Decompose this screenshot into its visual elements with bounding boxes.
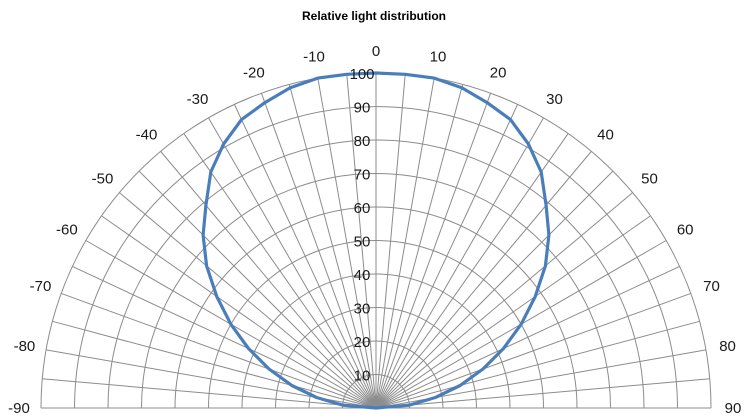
grid-spoke: [375, 104, 519, 409]
grid-spoke: [208, 117, 377, 409]
grid-spoke: [375, 84, 464, 409]
angle-tick-label: 20: [490, 65, 507, 82]
label-layer: -90 -80 -70 -60 -50 -40 -30 -20 -10 0 10 20 30 40 50 60…: [8, 43, 741, 417]
grid-spoke: [260, 93, 377, 409]
angle-tick-label: -20: [243, 65, 265, 82]
grid-spoke: [101, 215, 377, 409]
grid-spoke: [375, 378, 710, 409]
grid-spoke: [375, 151, 592, 409]
angle-tick-label: 60: [677, 222, 694, 239]
angle-tick-label: -90: [8, 400, 30, 417]
grid-spoke: [52, 320, 377, 409]
radial-tick-label: 40: [354, 267, 371, 284]
grid-spoke: [317, 78, 377, 409]
grid-spoke: [42, 378, 377, 409]
angle-tick-label: -60: [56, 222, 78, 239]
radial-tick-label: 100: [349, 66, 374, 83]
grid-spoke: [375, 292, 691, 409]
angle-tick-label: 50: [641, 171, 658, 188]
grid-spoke: [160, 151, 377, 409]
grid-spoke: [375, 192, 633, 409]
grid-spoke: [375, 265, 680, 409]
grid-spoke: [375, 93, 492, 409]
series-layer: [201, 71, 551, 410]
radial-tick-label: 10: [354, 368, 371, 385]
radial-tick-label: 20: [354, 334, 371, 351]
grid-spoke: [288, 84, 377, 409]
radial-tick-label: 80: [354, 133, 371, 150]
angle-tick-label: 0: [372, 43, 380, 60]
angle-tick-label: 30: [546, 91, 563, 108]
grid-spoke: [375, 320, 700, 409]
grid-spoke: [375, 117, 544, 409]
radial-tick-label: 70: [354, 167, 371, 184]
radial-tick-label: 90: [354, 100, 371, 117]
radial-tick-label: 60: [354, 200, 371, 217]
grid-spoke: [119, 192, 377, 409]
grid-spoke: [375, 78, 435, 409]
angle-tick-label: 40: [597, 127, 614, 144]
grid-spoke: [375, 170, 614, 409]
grid-spoke: [61, 292, 377, 409]
radial-tick-label: 30: [354, 301, 371, 318]
grid-layer: [40, 72, 712, 409]
angle-tick-label: 80: [719, 338, 736, 355]
angle-tick-label: 10: [430, 48, 447, 65]
grid-spoke: [375, 215, 651, 409]
angle-tick-label: -40: [136, 127, 158, 144]
grid-spoke: [375, 133, 569, 409]
angle-tick-label: -30: [187, 91, 209, 108]
angle-tick-label: 90: [725, 400, 742, 417]
angle-tick-label: -50: [92, 171, 114, 188]
angle-tick-label: -70: [30, 278, 52, 295]
series-line-0: [201, 71, 551, 410]
angle-tick-label: -80: [14, 338, 36, 355]
grid-spoke: [72, 265, 377, 409]
grid-spoke: [138, 170, 377, 409]
radial-tick-label: 50: [354, 234, 371, 251]
grid-spoke: [233, 104, 377, 409]
grid-spoke: [346, 74, 377, 409]
grid-spoke: [375, 74, 406, 409]
angle-tick-label: 70: [703, 278, 720, 295]
angle-tick-label: -10: [303, 48, 325, 65]
chart-title: Relative light distribution: [301, 9, 446, 23]
grid-spoke: [183, 133, 377, 409]
